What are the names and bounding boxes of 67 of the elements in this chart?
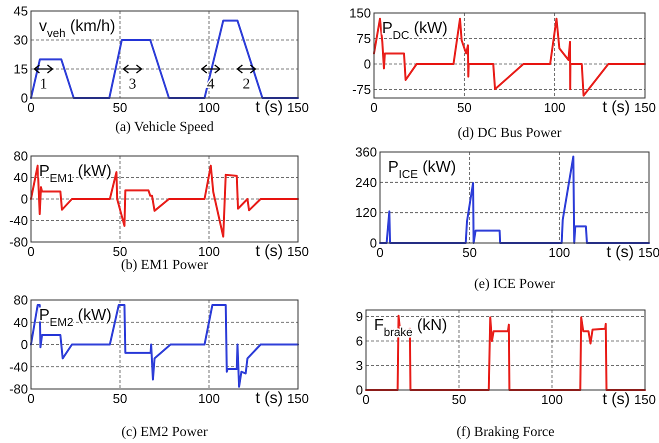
y-axis-title: P$_{EM1}$ (kW) [39, 163, 112, 185]
x-tick-label: 150 [287, 391, 309, 406]
y-tick-label: 40 [14, 314, 28, 330]
x-axis-title: t (s) [602, 99, 630, 116]
x-axis-title: t (s) [255, 243, 283, 260]
line-series [379, 156, 650, 244]
y-tick-label: 40 [14, 170, 28, 185]
y-tick-label: 3 [356, 358, 363, 374]
text: (b) EM1 Power [120, 258, 208, 273]
annotation: 2 [242, 76, 250, 92]
x-tick-label: 50 [462, 245, 477, 260]
x-axis-title: t (s) [602, 391, 630, 408]
annotation: 3 [128, 76, 136, 92]
y-tick-label: 0 [20, 337, 28, 352]
y-tick-label: 80 [14, 292, 28, 308]
y-axis-title: v$_{veh}$ (km/h) [39, 18, 116, 40]
y-tick-label: 75 [356, 31, 371, 46]
y-tick-label: 360 [355, 144, 377, 160]
y-tick-label: 240 [355, 174, 377, 190]
line-series [30, 20, 299, 99]
y-tick-label: -40 [9, 213, 28, 228]
x-tick-label: 150 [287, 244, 309, 259]
x-tick-label: 100 [541, 392, 563, 407]
y-tick-label: 80 [14, 148, 28, 164]
y-tick-label: 0 [20, 192, 28, 206]
y-tick-label: 150 [349, 6, 371, 20]
x-tick-label: 150 [287, 100, 309, 115]
x-tick-label: 100 [548, 245, 570, 260]
y-tick-label: 45 [14, 4, 28, 18]
x-tick-label: 50 [112, 100, 128, 115]
y-tick-label: 9 [356, 309, 363, 324]
x-axis-title: t (s) [255, 99, 283, 116]
y-tick-label: -40 [9, 359, 28, 374]
x-tick-label: 50 [452, 392, 466, 407]
x-tick-label: 50 [457, 100, 472, 115]
y-tick-label: 6 [356, 334, 363, 349]
line-series [365, 314, 646, 391]
text: (a) Vehicle Speed [115, 120, 214, 135]
x-tick-label: 100 [544, 100, 566, 115]
y-tick-label: 30 [14, 32, 28, 48]
y-tick-label: -80 [9, 234, 28, 250]
y-tick-label: 15 [14, 62, 28, 76]
line-series [30, 304, 299, 388]
x-axis-title: t (s) [255, 390, 283, 407]
line-series [30, 164, 299, 238]
text: (d) DC Bus Power [458, 126, 562, 141]
y-tick-label: -75 [352, 82, 371, 97]
annotation: 1 [40, 76, 48, 92]
x-tick-label: 100 [198, 391, 220, 406]
y-tick-label: 120 [355, 205, 377, 220]
x-tick-label: 50 [112, 244, 128, 259]
x-tick-label: 50 [112, 391, 128, 406]
x-tick-label: 100 [198, 100, 220, 115]
x-tick-label: 100 [198, 244, 220, 259]
y-tick-label: 0 [20, 90, 28, 106]
y-axis-title: P$_{DC}$ (kW) [382, 20, 448, 42]
x-tick-label: 150 [634, 100, 656, 115]
x-axis-title: t (s) [606, 244, 634, 261]
line-series [373, 18, 646, 97]
x-tick-label: 150 [638, 245, 659, 260]
y-axis-title: P$_{ICE}$ (kW) [388, 159, 456, 181]
text: (f) Braking Force [456, 425, 554, 440]
y-tick-label: 0 [364, 56, 371, 72]
text: (c) EM2 Power [121, 425, 208, 440]
text: (e) ICE Power [474, 277, 556, 292]
x-tick-label: 150 [634, 392, 656, 407]
y-tick-label: -80 [9, 382, 28, 396]
